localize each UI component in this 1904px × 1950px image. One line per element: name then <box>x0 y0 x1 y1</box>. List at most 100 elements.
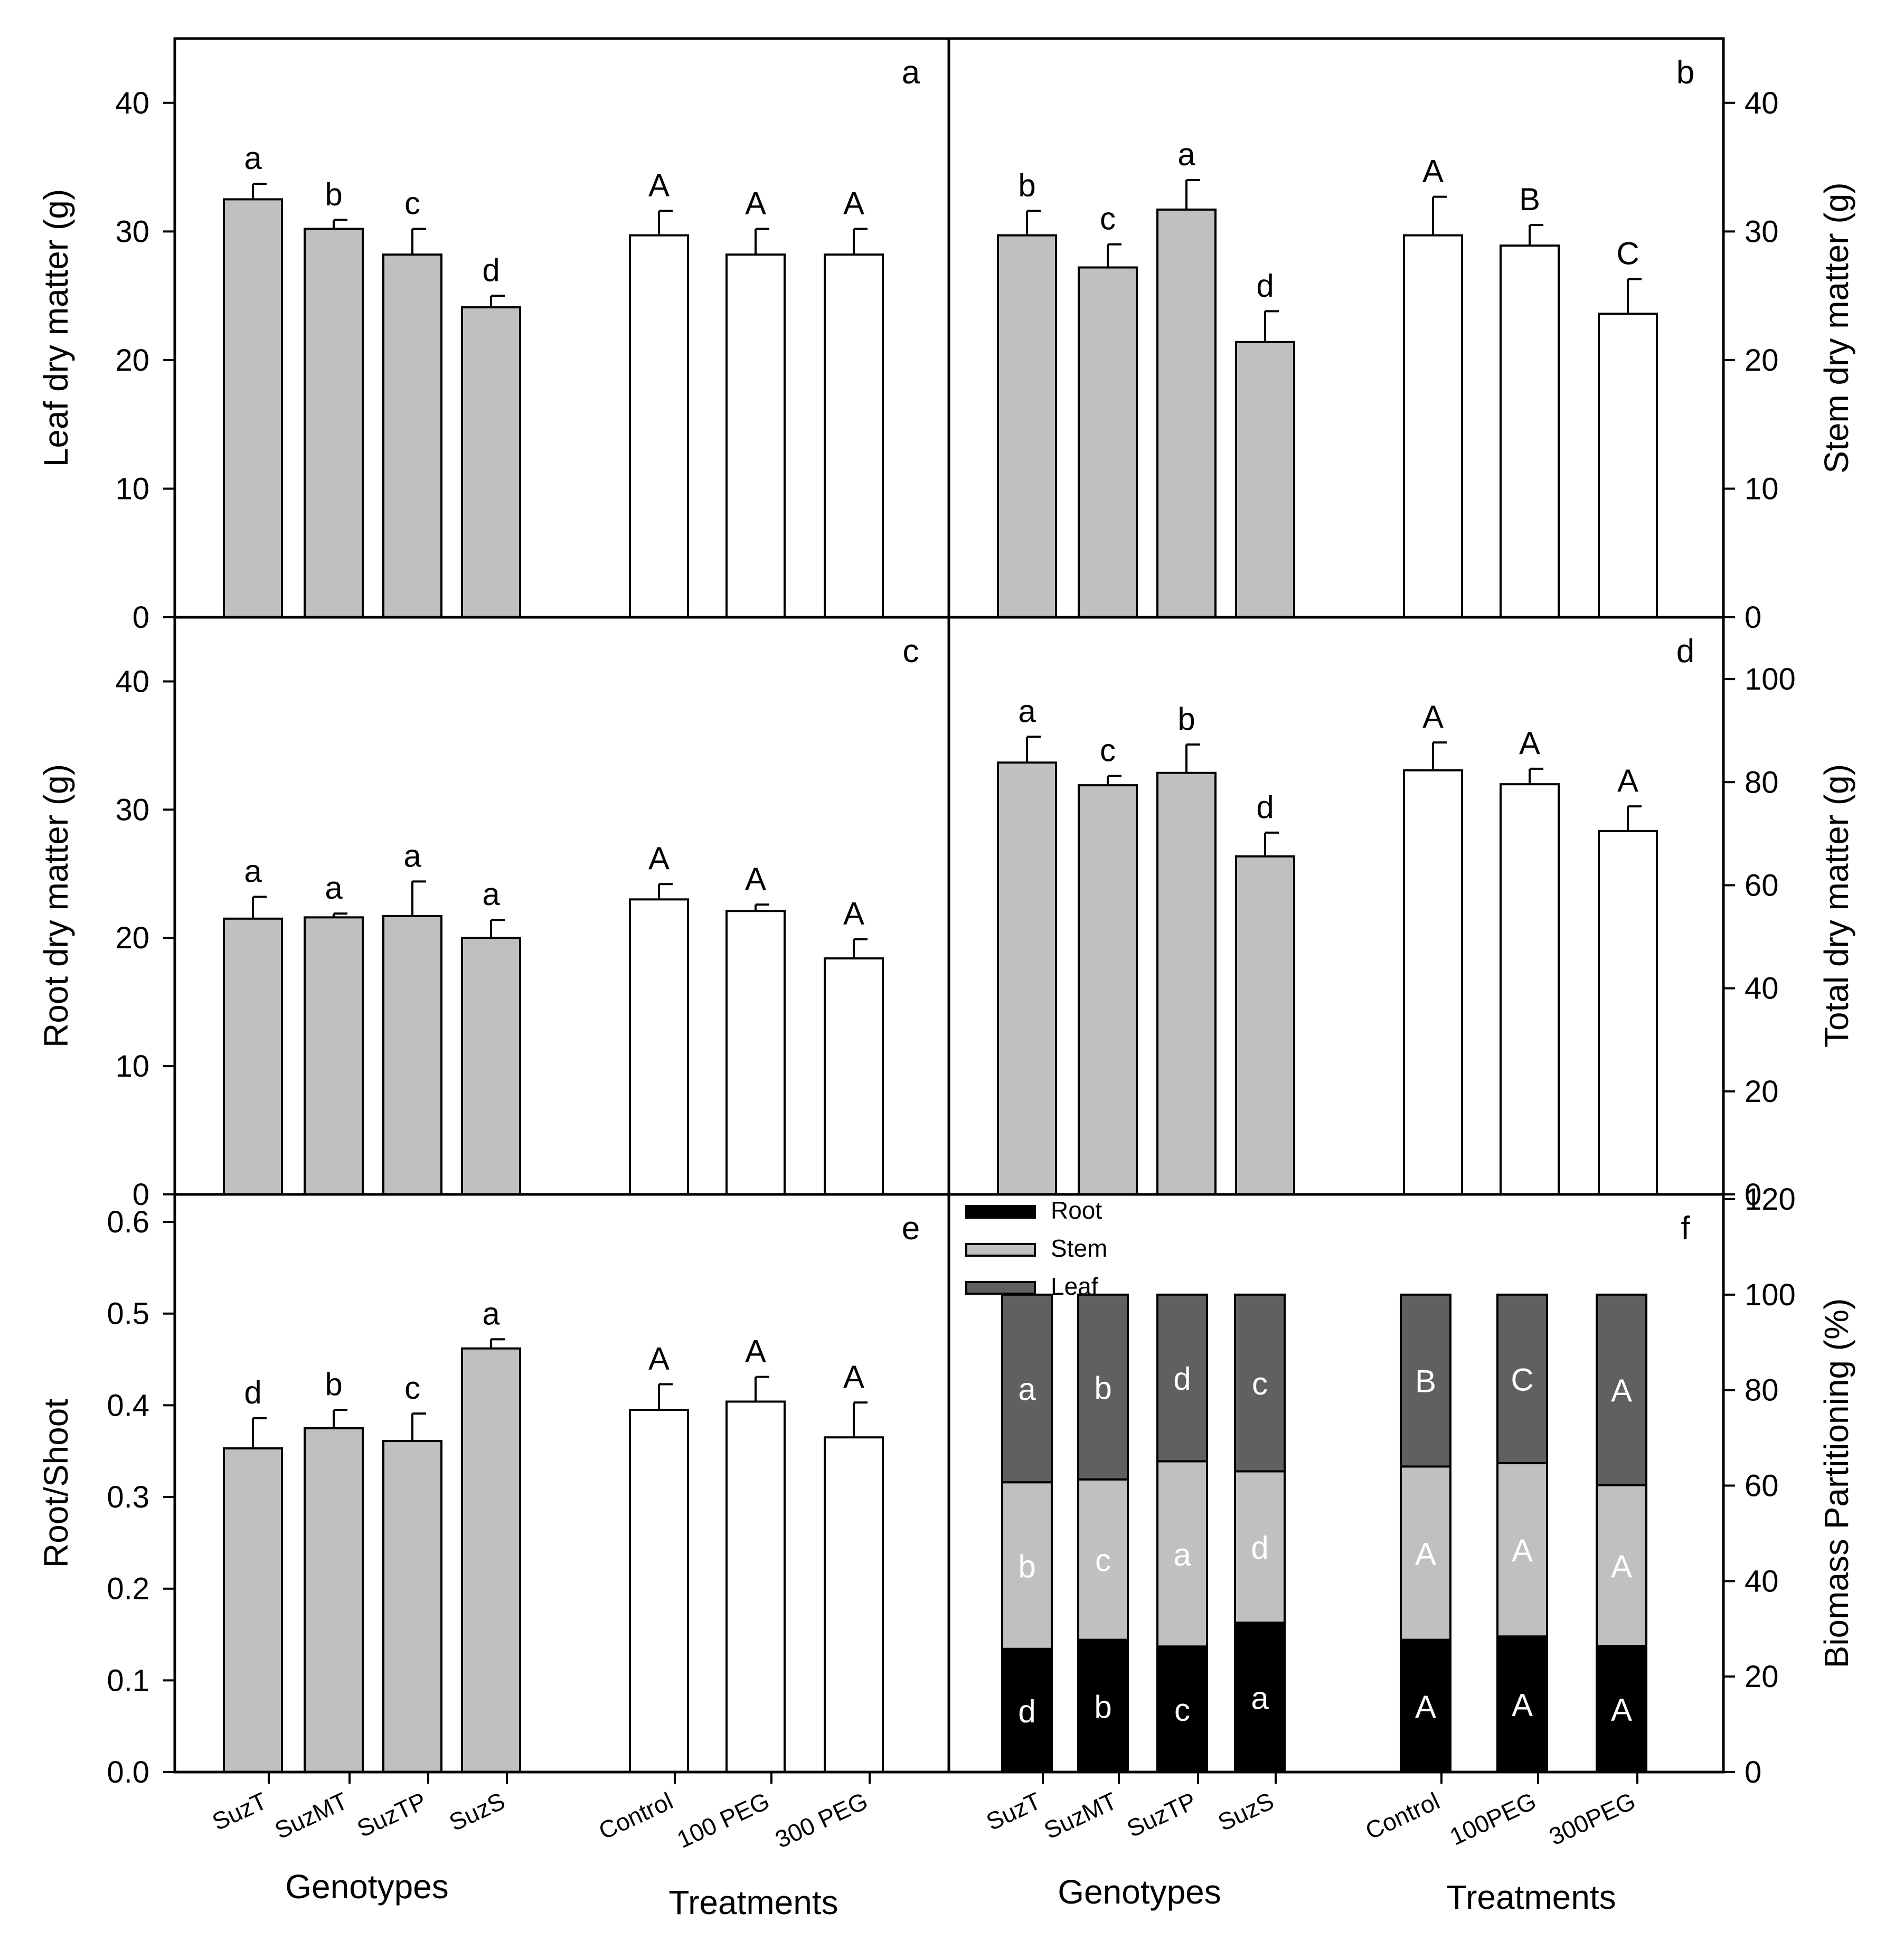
genotype-bar <box>382 1440 442 1773</box>
genotype-bar <box>1156 771 1217 1195</box>
treatment-bar <box>725 1400 786 1773</box>
treatment-bar <box>725 253 786 618</box>
treatment-bar <box>1403 769 1463 1196</box>
y-tick-label: 0 <box>1745 1177 1761 1212</box>
significance-letter: A <box>648 1341 670 1376</box>
genotype-leaf-segment <box>1156 1293 1208 1463</box>
treatment-root-segment <box>1496 1635 1548 1774</box>
panel-b: 0 10 20 30 40 Stem dry matter (g) b b c a d A B C <box>997 54 1855 635</box>
genotype-bar <box>461 1347 521 1774</box>
treatment-bar <box>629 234 689 618</box>
genotype-bar <box>223 917 283 1196</box>
significance-letter: b <box>1018 167 1035 203</box>
genotype-bar <box>1235 341 1295 618</box>
y-tick-label: 20 <box>1745 343 1779 378</box>
genotypes-axis-label: Genotypes <box>1058 1873 1221 1911</box>
genotype-root-segment <box>1077 1638 1129 1774</box>
significance-letter: b <box>325 1367 342 1402</box>
genotype-bar <box>223 1447 283 1773</box>
legend-swatch <box>965 1281 1036 1295</box>
y-tick-label: 10 <box>1745 472 1779 506</box>
significance-letter: A <box>843 185 864 221</box>
panel-a: 0 10 20 30 40 Leaf dry matter (g) a a b c d A A A <box>37 54 920 635</box>
significance-letter: a <box>1018 1372 1036 1407</box>
panels-layer: 0 10 20 30 40 Leaf dry matter (g) a a b c d A A A 0 10 2… <box>37 54 1855 1789</box>
treatment-root-segment <box>1596 1645 1647 1773</box>
treatment-bar <box>1500 783 1560 1196</box>
significance-letter: a <box>325 870 343 906</box>
y-tick-label: 100 <box>1745 1278 1796 1312</box>
significance-letter: a <box>1177 137 1195 172</box>
y-axis-title: Root dry matter (g) <box>37 764 75 1048</box>
significance-letter: d <box>244 1375 261 1410</box>
y-tick-label: 0.6 <box>107 1205 149 1239</box>
significance-letter: A <box>1415 1689 1436 1725</box>
significance-letter: d <box>1018 1693 1035 1729</box>
y-tick-label: 20 <box>115 921 149 955</box>
legend: Root Stem Leaf <box>965 1197 1107 1300</box>
treatment-bar <box>1598 313 1658 618</box>
significance-letter: A <box>1617 763 1638 798</box>
genotype-bar <box>997 761 1057 1195</box>
significance-letter: A <box>1519 726 1540 761</box>
y-tick-label: 0 <box>133 600 149 635</box>
significance-letter: C <box>1616 235 1639 271</box>
y-tick-label: 0.2 <box>107 1572 149 1606</box>
genotype-bar <box>304 1427 364 1774</box>
y-tick-label: 20 <box>115 343 149 378</box>
significance-letter: b <box>325 176 342 212</box>
panel-e: 0.0 0.1 0.2 0.3 0.4 0.5 0.6 Root/Shoot e d b c a A A A <box>37 1205 920 1789</box>
genotype-bar <box>461 937 521 1195</box>
treatment-bar <box>1598 830 1658 1195</box>
significance-letter: d <box>1256 268 1274 303</box>
significance-letter: c <box>1174 1692 1190 1728</box>
significance-letter: A <box>1415 1536 1436 1571</box>
treatments-axis-label: Treatments <box>1446 1878 1616 1916</box>
genotype-bar <box>223 198 283 618</box>
genotype-bar <box>382 253 442 618</box>
treatment-leaf-segment <box>1496 1293 1548 1465</box>
y-axis-title: Biomass Partitioning (%) <box>1817 1298 1855 1669</box>
significance-letter: B <box>1415 1364 1436 1399</box>
legend-swatch <box>965 1205 1036 1219</box>
significance-letter: A <box>843 1359 864 1395</box>
panel-d: 0 20 40 60 80 100 Total dry matter (g) d a c b d A A A <box>997 633 1855 1212</box>
treatment-bar <box>824 1436 884 1773</box>
y-tick-label: 30 <box>1745 214 1779 249</box>
panel-letter: a <box>902 54 920 91</box>
y-tick-label: 0 <box>133 1177 149 1212</box>
y-tick-label: 0 <box>1745 1755 1761 1789</box>
significance-letter: A <box>1422 699 1444 734</box>
genotype-stem-segment <box>1234 1470 1286 1624</box>
genotype-leaf-segment <box>1077 1293 1129 1481</box>
y-axis-title: Stem dry matter (g) <box>1817 182 1855 473</box>
treatment-bar <box>1403 234 1463 618</box>
y-tick-label: 20 <box>1745 1075 1779 1109</box>
y-tick-label: 40 <box>1745 86 1779 120</box>
genotype-stem-segment <box>1077 1478 1129 1641</box>
y-tick-label: 30 <box>115 793 149 827</box>
significance-letter: d <box>1173 1361 1191 1397</box>
panel-letter: e <box>902 1210 920 1247</box>
significance-letter: b <box>1094 1370 1111 1406</box>
genotype-bar <box>461 306 521 618</box>
panel-letter: d <box>1676 633 1694 670</box>
significance-letter: A <box>745 185 766 221</box>
y-tick-label: 20 <box>1745 1660 1779 1694</box>
significance-letter: c <box>1095 1543 1111 1578</box>
significance-letter: A <box>1512 1533 1533 1568</box>
significance-letter: a <box>403 838 421 873</box>
y-tick-label: 100 <box>1745 662 1796 696</box>
genotype-bar <box>1078 266 1138 619</box>
significance-letter: c <box>404 1370 420 1406</box>
y-axis-title: Total dry matter (g) <box>1817 764 1855 1048</box>
genotype-bar <box>997 234 1057 618</box>
y-tick-label: 80 <box>1745 1373 1779 1408</box>
genotypes-axis-label: Genotypes <box>285 1868 449 1906</box>
significance-letter: C <box>1511 1362 1533 1397</box>
y-tick-label: 40 <box>115 664 149 699</box>
y-tick-label: 40 <box>115 86 149 120</box>
significance-letter: d <box>1256 789 1274 825</box>
treatment-bar <box>629 898 689 1196</box>
significance-letter: A <box>1611 1373 1632 1408</box>
